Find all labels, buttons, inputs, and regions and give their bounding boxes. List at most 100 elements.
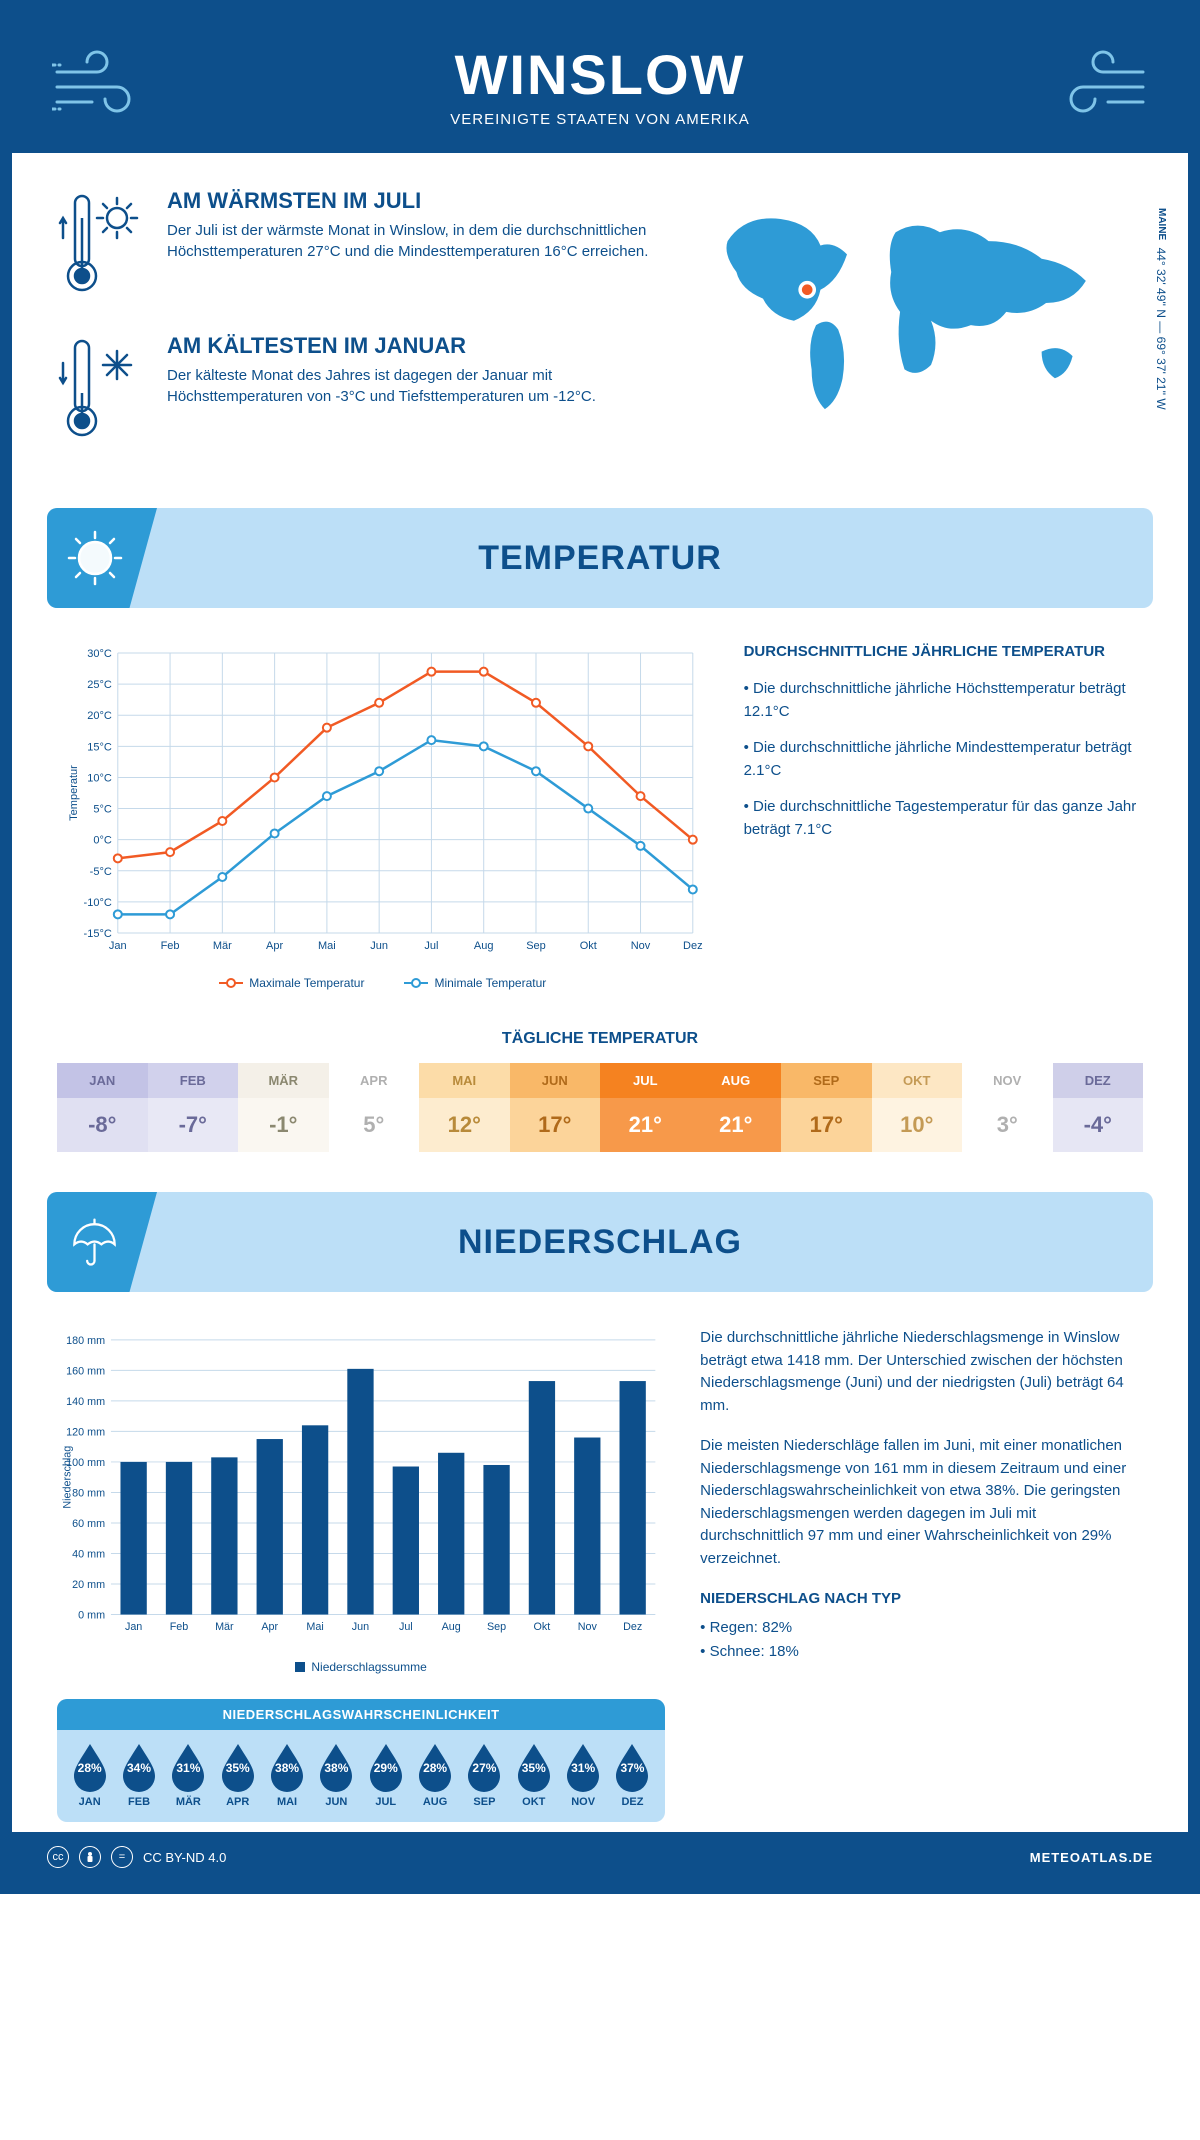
section-title: NIEDERSCHLAG xyxy=(458,1223,742,1262)
daily-cell: DEZ -4° xyxy=(1053,1063,1144,1152)
wind-icon xyxy=(52,47,172,127)
svg-text:60 mm: 60 mm xyxy=(72,1518,105,1530)
prob-cell: 35% APR xyxy=(213,1742,262,1808)
svg-text:Mär: Mär xyxy=(213,940,232,952)
prob-cell: 29% JUL xyxy=(361,1742,410,1808)
svg-text:-10°C: -10°C xyxy=(84,897,112,909)
svg-text:-5°C: -5°C xyxy=(90,866,112,878)
svg-text:Jun: Jun xyxy=(370,940,388,952)
drop-icon: 28% xyxy=(414,1742,456,1792)
svg-text:5°C: 5°C xyxy=(93,804,112,816)
svg-text:Dez: Dez xyxy=(683,940,703,952)
warmest-title: AM WÄRMSTEN IM JULI xyxy=(167,188,654,214)
drop-icon: 35% xyxy=(217,1742,259,1792)
prob-cell: 38% MAI xyxy=(262,1742,311,1808)
daily-cell: JUN 17° xyxy=(510,1063,601,1152)
world-map: MAINE 44° 32' 49'' N — 69° 37' 21'' W xyxy=(684,188,1143,478)
prob-title: NIEDERSCHLAGSWAHRSCHEINLICHKEIT xyxy=(57,1699,665,1730)
city-title: WINSLOW xyxy=(32,42,1168,107)
svg-text:Mai: Mai xyxy=(306,1621,323,1633)
svg-text:Jan: Jan xyxy=(109,940,127,952)
cc-icon: cc xyxy=(47,1846,69,1868)
prob-cell: 31% MÄR xyxy=(164,1742,213,1808)
svg-text:20 mm: 20 mm xyxy=(72,1579,105,1591)
coordinates: MAINE 44° 32' 49'' N — 69° 37' 21'' W xyxy=(1154,208,1168,410)
daily-cell: AUG 21° xyxy=(691,1063,782,1152)
temperature-line-chart: -15°C-10°C-5°C0°C5°C10°C15°C20°C25°C30°C… xyxy=(57,643,709,990)
nd-icon: = xyxy=(111,1846,133,1868)
daily-cell: OKT 10° xyxy=(872,1063,963,1152)
drop-icon: 28% xyxy=(69,1742,111,1792)
svg-text:160 mm: 160 mm xyxy=(66,1365,105,1377)
svg-text:140 mm: 140 mm xyxy=(66,1396,105,1408)
sun-icon xyxy=(47,508,157,608)
svg-text:120 mm: 120 mm xyxy=(66,1426,105,1438)
svg-text:Sep: Sep xyxy=(526,940,546,952)
coldest-title: AM KÄLTESTEN IM JANUAR xyxy=(167,333,654,359)
daily-cell: SEP 17° xyxy=(781,1063,872,1152)
site-name: METEOATLAS.DE xyxy=(1030,1850,1153,1865)
svg-text:80 mm: 80 mm xyxy=(72,1487,105,1499)
header: WINSLOW VEREINIGTE STAATEN VON AMERIKA xyxy=(12,12,1188,153)
svg-text:-15°C: -15°C xyxy=(84,928,112,940)
warmest-fact: AM WÄRMSTEN IM JULI Der Juli ist der wär… xyxy=(57,188,654,303)
intro-section: AM WÄRMSTEN IM JULI Der Juli ist der wär… xyxy=(12,153,1188,488)
svg-text:Okt: Okt xyxy=(580,940,597,952)
svg-text:Apr: Apr xyxy=(266,940,283,952)
svg-text:180 mm: 180 mm xyxy=(66,1335,105,1347)
umbrella-icon xyxy=(47,1192,157,1292)
precipitation-bar-chart: 0 mm20 mm40 mm60 mm80 mm100 mm120 mm140 … xyxy=(57,1327,665,1674)
svg-text:30°C: 30°C xyxy=(87,648,112,660)
prob-cell: 35% OKT xyxy=(509,1742,558,1808)
svg-text:15°C: 15°C xyxy=(87,741,112,753)
daily-cell: JAN -8° xyxy=(57,1063,148,1152)
prob-cell: 28% JAN xyxy=(65,1742,114,1808)
prob-cell: 34% FEB xyxy=(114,1742,163,1808)
svg-text:Jan: Jan xyxy=(125,1621,142,1633)
drop-icon: 29% xyxy=(365,1742,407,1792)
svg-text:Temperatur: Temperatur xyxy=(68,765,80,821)
svg-text:Mär: Mär xyxy=(215,1621,234,1633)
country-subtitle: VEREINIGTE STAATEN VON AMERIKA xyxy=(32,111,1168,128)
svg-text:40 mm: 40 mm xyxy=(72,1548,105,1560)
svg-text:Nov: Nov xyxy=(578,1621,598,1633)
svg-text:Aug: Aug xyxy=(442,1621,461,1633)
daily-temp-title: TÄGLICHE TEMPERATUR xyxy=(12,1030,1188,1048)
prob-cell: 31% NOV xyxy=(558,1742,607,1808)
svg-text:Feb: Feb xyxy=(170,1621,189,1633)
drop-icon: 38% xyxy=(315,1742,357,1792)
coldest-fact: AM KÄLTESTEN IM JANUAR Der kälteste Mona… xyxy=(57,333,654,448)
by-icon xyxy=(79,1846,101,1868)
infographic-page: WINSLOW VEREINIGTE STAATEN VON AMERIKA A… xyxy=(0,0,1200,1894)
svg-text:Jul: Jul xyxy=(424,940,438,952)
svg-text:Feb: Feb xyxy=(161,940,180,952)
chart-legend: Niederschlagssumme xyxy=(57,1660,665,1674)
svg-text:Niederschlag: Niederschlag xyxy=(62,1446,74,1509)
drop-icon: 37% xyxy=(611,1742,653,1792)
svg-text:Apr: Apr xyxy=(261,1621,278,1633)
prob-cell: 28% AUG xyxy=(410,1742,459,1808)
daily-cell: FEB -7° xyxy=(148,1063,239,1152)
prob-cell: 37% DEZ xyxy=(608,1742,657,1808)
svg-text:25°C: 25°C xyxy=(87,679,112,691)
drop-icon: 34% xyxy=(118,1742,160,1792)
section-title: TEMPERATUR xyxy=(478,539,722,578)
footer: cc = CC BY-ND 4.0 METEOATLAS.DE xyxy=(12,1832,1188,1882)
thermometer-snow-icon xyxy=(57,333,147,448)
drop-icon: 31% xyxy=(562,1742,604,1792)
thermometer-sun-icon xyxy=(57,188,147,303)
temperature-summary: DURCHSCHNITTLICHE JÄHRLICHE TEMPERATUR •… xyxy=(744,643,1143,990)
daily-cell: MÄR -1° xyxy=(238,1063,329,1152)
prob-cell: 38% JUN xyxy=(312,1742,361,1808)
license-text: CC BY-ND 4.0 xyxy=(143,1850,226,1865)
drop-icon: 38% xyxy=(266,1742,308,1792)
daily-cell: NOV 3° xyxy=(962,1063,1053,1152)
svg-text:Okt: Okt xyxy=(534,1621,551,1633)
daily-cell: JUL 21° xyxy=(600,1063,691,1152)
svg-text:10°C: 10°C xyxy=(87,772,112,784)
warmest-text: Der Juli ist der wärmste Monat in Winslo… xyxy=(167,220,654,262)
precipitation-summary: Die durchschnittliche jährliche Niedersc… xyxy=(700,1327,1143,1822)
wind-icon xyxy=(1028,47,1148,127)
drop-icon: 35% xyxy=(513,1742,555,1792)
coldest-text: Der kälteste Monat des Jahres ist dagege… xyxy=(167,365,654,407)
